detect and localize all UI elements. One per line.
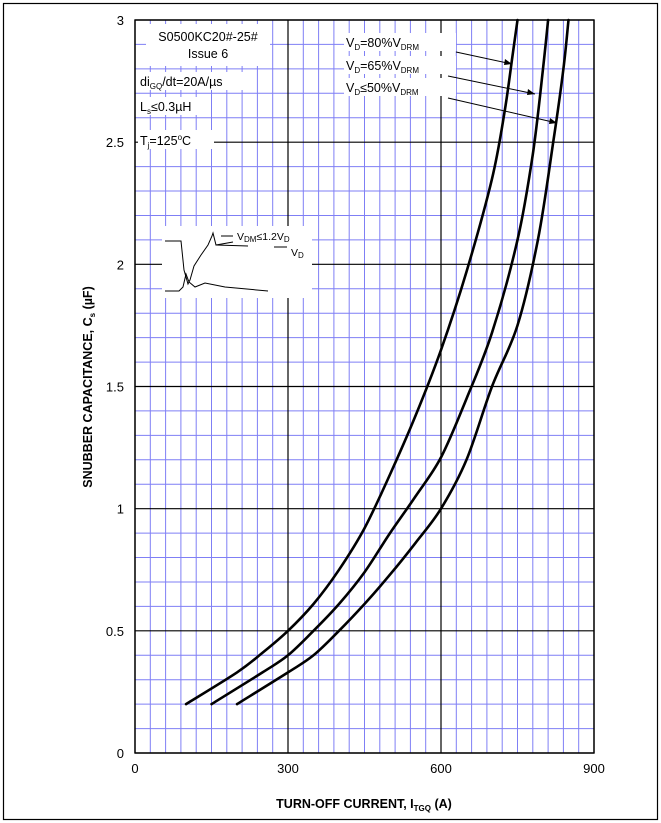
series-labels: VD=80%VDRM VD=65%VDRM VD≤50%VDRM [344, 33, 558, 124]
series-label-bg-1 [344, 33, 456, 51]
didt-label: diGQ/dt=20A/µs [140, 75, 223, 91]
tj-label-box: Tj=125oC [138, 130, 214, 150]
x-axis-title: TURN-OFF CURRENT, ITGQ (A) [276, 797, 452, 813]
device-label-box: S0500KC20#-25# Issue 6 [146, 24, 270, 66]
y-tick-label: 2 [117, 257, 124, 272]
voltage-waveform [165, 231, 234, 286]
didt-label-box: diGQ/dt=20A/µs [138, 72, 255, 91]
plot-area [134, 19, 595, 754]
series-label-65: VD=65%VDRM [346, 59, 419, 75]
series-label-bg-3 [344, 78, 456, 96]
arrowhead-50 [549, 118, 557, 124]
vd-label: VD [291, 247, 304, 260]
series-label-80: VD=80%VDRM [346, 36, 419, 52]
series-label-50: VD≤50%VDRM [346, 81, 419, 97]
plot-border [134, 19, 595, 754]
y-axis-title: SNUBBER CAPACITANCE, Cs (µF) [81, 286, 97, 487]
device-label-background [146, 24, 270, 66]
y-tick-label: 2.5 [106, 135, 124, 150]
series-label-bg-2 [344, 56, 456, 74]
x-tick-label: 600 [430, 761, 452, 776]
y-tick-label: 3 [117, 13, 124, 28]
y-tick-label: 0.5 [106, 624, 124, 639]
y-tick-label: 0 [117, 746, 124, 761]
y-tick-label: 1.5 [106, 380, 124, 395]
series-line-2 [235, 18, 570, 706]
arrowhead-80 [504, 59, 512, 65]
x-tick-labels: 0 300 600 900 [131, 761, 604, 776]
ls-label-background [138, 97, 208, 115]
arrowhead-65 [527, 89, 535, 95]
x-tick-label: 900 [583, 761, 605, 776]
x-tick-label: 300 [277, 761, 299, 776]
current-waveform [165, 272, 269, 292]
series-line-0 [184, 18, 519, 706]
tj-label: Tj=125oC [140, 133, 191, 150]
leader-65 [447, 75, 536, 95]
leader-50 [447, 97, 558, 124]
inset-background [162, 226, 312, 298]
issue-label: Issue 6 [188, 47, 228, 61]
vd-leader [215, 244, 249, 247]
series-line-1 [210, 18, 550, 706]
tj-label-background [138, 130, 214, 149]
leader-80 [455, 51, 513, 65]
y-tick-label: 1 [117, 502, 124, 517]
series-curves [184, 18, 570, 706]
waveform-inset: VDM≤1.2VD VD [162, 226, 312, 298]
x-tick-label: 0 [131, 761, 138, 776]
ls-label-box: Ls≤0.3µH [138, 97, 208, 116]
y-tick-labels: 0 0.5 1 1.5 2 2.5 3 [106, 13, 124, 761]
vdm-label: VDM≤1.2VD [237, 231, 290, 244]
ls-label: Ls≤0.3µH [140, 100, 191, 116]
device-label: S0500KC20#-25# [158, 30, 257, 44]
didt-label-background [138, 72, 255, 90]
